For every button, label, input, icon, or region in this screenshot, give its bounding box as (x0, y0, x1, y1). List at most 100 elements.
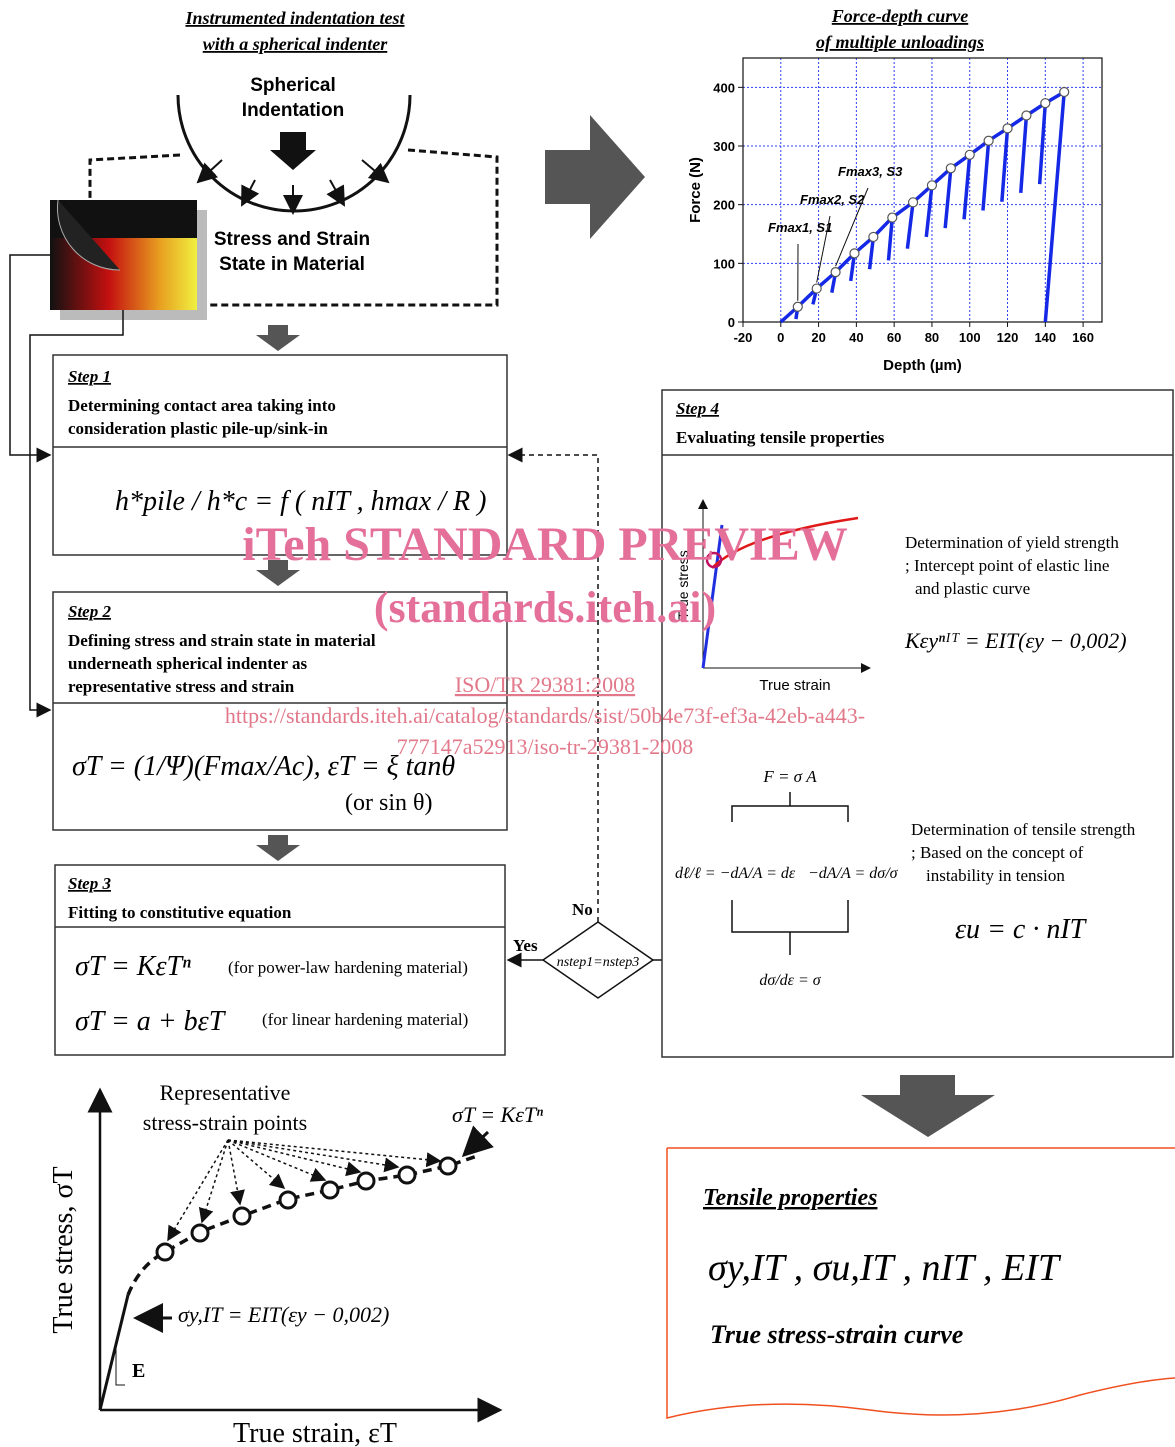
page: Instrumented indentation test with a sph… (0, 0, 1175, 1447)
unloading-line (945, 168, 951, 228)
data-point (1022, 111, 1031, 120)
data-point (927, 181, 936, 190)
curve (128, 1155, 480, 1295)
step-label: Step 2 (68, 602, 111, 621)
header-title: Instrumented indentation test (184, 8, 405, 28)
x-tick-label: -20 (734, 330, 753, 345)
equation: σT = KεTⁿ (452, 1102, 543, 1127)
unloading-line (888, 218, 892, 261)
step-label: Step 4 (676, 399, 719, 418)
watermark-link[interactable]: 777147a52913/iso-tr-29381-2008 (397, 734, 694, 759)
slope-mark (116, 1345, 125, 1385)
pointer (464, 1132, 488, 1155)
x-tick-label: 120 (997, 330, 1019, 345)
equation: dσ/dε = σ (759, 972, 821, 989)
x-tick-label: 140 (1034, 330, 1056, 345)
watermark: (standards.iteh.ai) (374, 583, 716, 632)
data-point (888, 213, 897, 222)
axis-label: True strain (759, 677, 830, 694)
state-label: State in Material (219, 254, 365, 275)
unloading-line (983, 141, 989, 211)
indentation-label: Spherical (250, 75, 336, 96)
axis-label: True stress, σT (48, 1166, 79, 1333)
y-tick-label: 300 (713, 139, 735, 154)
data-point (850, 249, 859, 258)
data-point (965, 150, 974, 159)
x-tick-label: 100 (959, 330, 981, 345)
unloading-line (1021, 115, 1027, 192)
y-axis-label: Force (N) (687, 157, 704, 223)
y-tick-label: 400 (713, 80, 735, 95)
result-curve: True stress-strain curve (710, 1320, 963, 1349)
header-title: with a spherical indenter (203, 34, 389, 54)
watermark-link[interactable]: https://standards.iteh.ai/catalog/standa… (225, 703, 865, 728)
x-tick-label: 20 (811, 330, 825, 345)
sketch-label: stress-strain points (143, 1110, 307, 1135)
equation: dℓ/ℓ = −dA/A = dε (675, 865, 796, 882)
step-text: Defining stress and strain state in mate… (68, 631, 376, 650)
step4-text: ; Intercept point of elastic line (905, 556, 1109, 575)
chart-title: of multiple unloadings (816, 32, 984, 52)
axis-label: True strain, εT (233, 1418, 397, 1447)
state-label: Stress and Strain (214, 229, 370, 250)
unloading-line (1002, 128, 1008, 201)
equation: εu = c · nIT (955, 914, 1088, 945)
data-point (909, 198, 918, 207)
annotation: Fmax3, S3 (838, 164, 903, 179)
arrow (270, 132, 316, 170)
step-label: Step 3 (68, 874, 111, 893)
data-point (984, 136, 993, 145)
step-label: Step 1 (68, 367, 111, 386)
step-text: underneath spherical indenter as (68, 654, 308, 673)
step4-text: Determination of yield strength (905, 533, 1119, 552)
result-title: Tensile properties (703, 1185, 877, 1211)
equation-note: (for power-law hardening material) (228, 958, 468, 977)
step-text: Fitting to constitutive equation (68, 903, 292, 922)
y-tick-label: 0 (728, 315, 735, 330)
x-tick-label: 0 (777, 330, 784, 345)
equation-note: (or sin θ) (345, 790, 432, 816)
pointer (168, 1140, 440, 1240)
equation: −dA/A = dσ/σ (808, 865, 899, 882)
modulus-label: E (132, 1360, 145, 1382)
x-tick-label: 60 (887, 330, 901, 345)
x-tick-label: 160 (1072, 330, 1094, 345)
point (157, 1158, 456, 1260)
data-point (1060, 88, 1069, 97)
y-tick-label: 100 (713, 256, 735, 271)
step-text: Evaluating tensile properties (676, 428, 885, 447)
unloading-line (907, 202, 913, 248)
equation: σT = a + bεT (75, 1006, 227, 1037)
x-tick-label: 80 (925, 330, 939, 345)
step4-text: and plastic curve (915, 579, 1030, 598)
data-point (1003, 124, 1012, 133)
sketch-label: Representative (160, 1080, 291, 1105)
y-tick-label: 200 (713, 198, 735, 213)
x-tick-label: 40 (849, 330, 863, 345)
annotation: Fmax2, S2 (800, 192, 865, 207)
data-point (831, 268, 840, 277)
data-point (946, 164, 955, 173)
unloading-line (926, 185, 932, 237)
equation: σy,IT = EIT(εy − 0,002) (178, 1302, 389, 1327)
unloading-line (1040, 103, 1046, 184)
bracket (90, 155, 180, 200)
step-text: consideration plastic pile-up/sink-in (68, 419, 328, 438)
step-text: Determining contact area taking into (68, 396, 336, 415)
step4-text: Determination of tensile strength (911, 820, 1136, 839)
equation-note: (for linear hardening material) (262, 1010, 468, 1029)
data-point (869, 232, 878, 241)
data-point (812, 284, 821, 293)
watermark-link[interactable]: ISO/TR 29381:2008 (455, 672, 635, 697)
data-point (793, 302, 802, 311)
equation: h*pile / h*c = f ( nIT , hmax / R ) (115, 486, 486, 517)
step4-text: instability in tension (926, 866, 1065, 885)
step4-text: ; Based on the concept of (911, 843, 1084, 862)
result-symbols: σy,IT , σu,IT , nIT , EIT (708, 1247, 1062, 1289)
step-text: representative stress and strain (68, 677, 295, 696)
x-axis-label: Depth (µm) (883, 357, 962, 374)
annotation: Fmax1, S1 (768, 220, 832, 235)
decision-no: No (572, 900, 593, 919)
chart-title: Force-depth curve (831, 6, 968, 26)
